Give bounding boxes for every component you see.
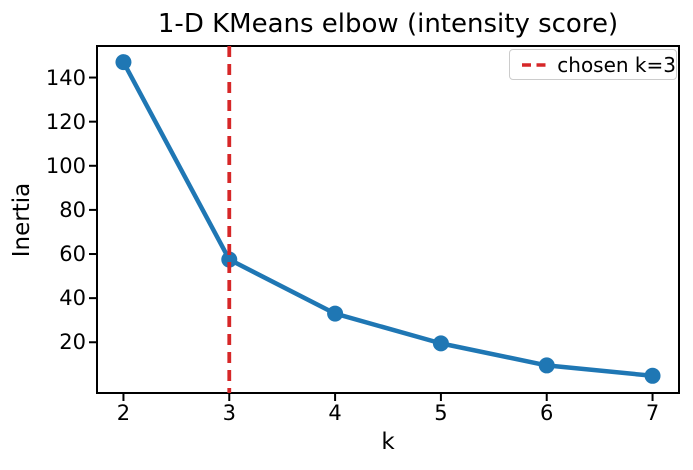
x-tick-label: 5 (434, 401, 448, 425)
legend-label: chosen k=3 (557, 52, 676, 77)
data-point-k7 (644, 367, 661, 384)
x-tick-label: 3 (222, 401, 236, 425)
y-tick-label: 60 (59, 242, 86, 267)
legend: chosen k=3 (509, 49, 677, 80)
y-tick-label: 20 (59, 330, 86, 355)
x-tick-label: 4 (328, 401, 342, 425)
data-point-k2 (115, 54, 132, 71)
chart-title: 1-D KMeans elbow (intensity score) (157, 9, 619, 39)
y-tick-label: 100 (45, 153, 86, 178)
y-tick-label: 120 (45, 109, 86, 134)
x-tick-label: 2 (116, 401, 131, 425)
x-axis-label: k (381, 429, 395, 455)
data-point-k5 (432, 335, 449, 352)
x-tick-label: 7 (645, 401, 660, 425)
plot-border (96, 45, 680, 394)
legend-dashed-line-icon (522, 62, 548, 67)
data-point-k6 (538, 357, 555, 374)
y-tick-label: 80 (59, 197, 86, 222)
data-point-k4 (327, 305, 344, 322)
data-point-k3 (221, 251, 238, 268)
inertia-line (121, 59, 655, 379)
y-tick-label: 40 (59, 286, 86, 311)
x-tick-label: 6 (540, 401, 554, 425)
y-tick-label: 140 (45, 65, 86, 90)
